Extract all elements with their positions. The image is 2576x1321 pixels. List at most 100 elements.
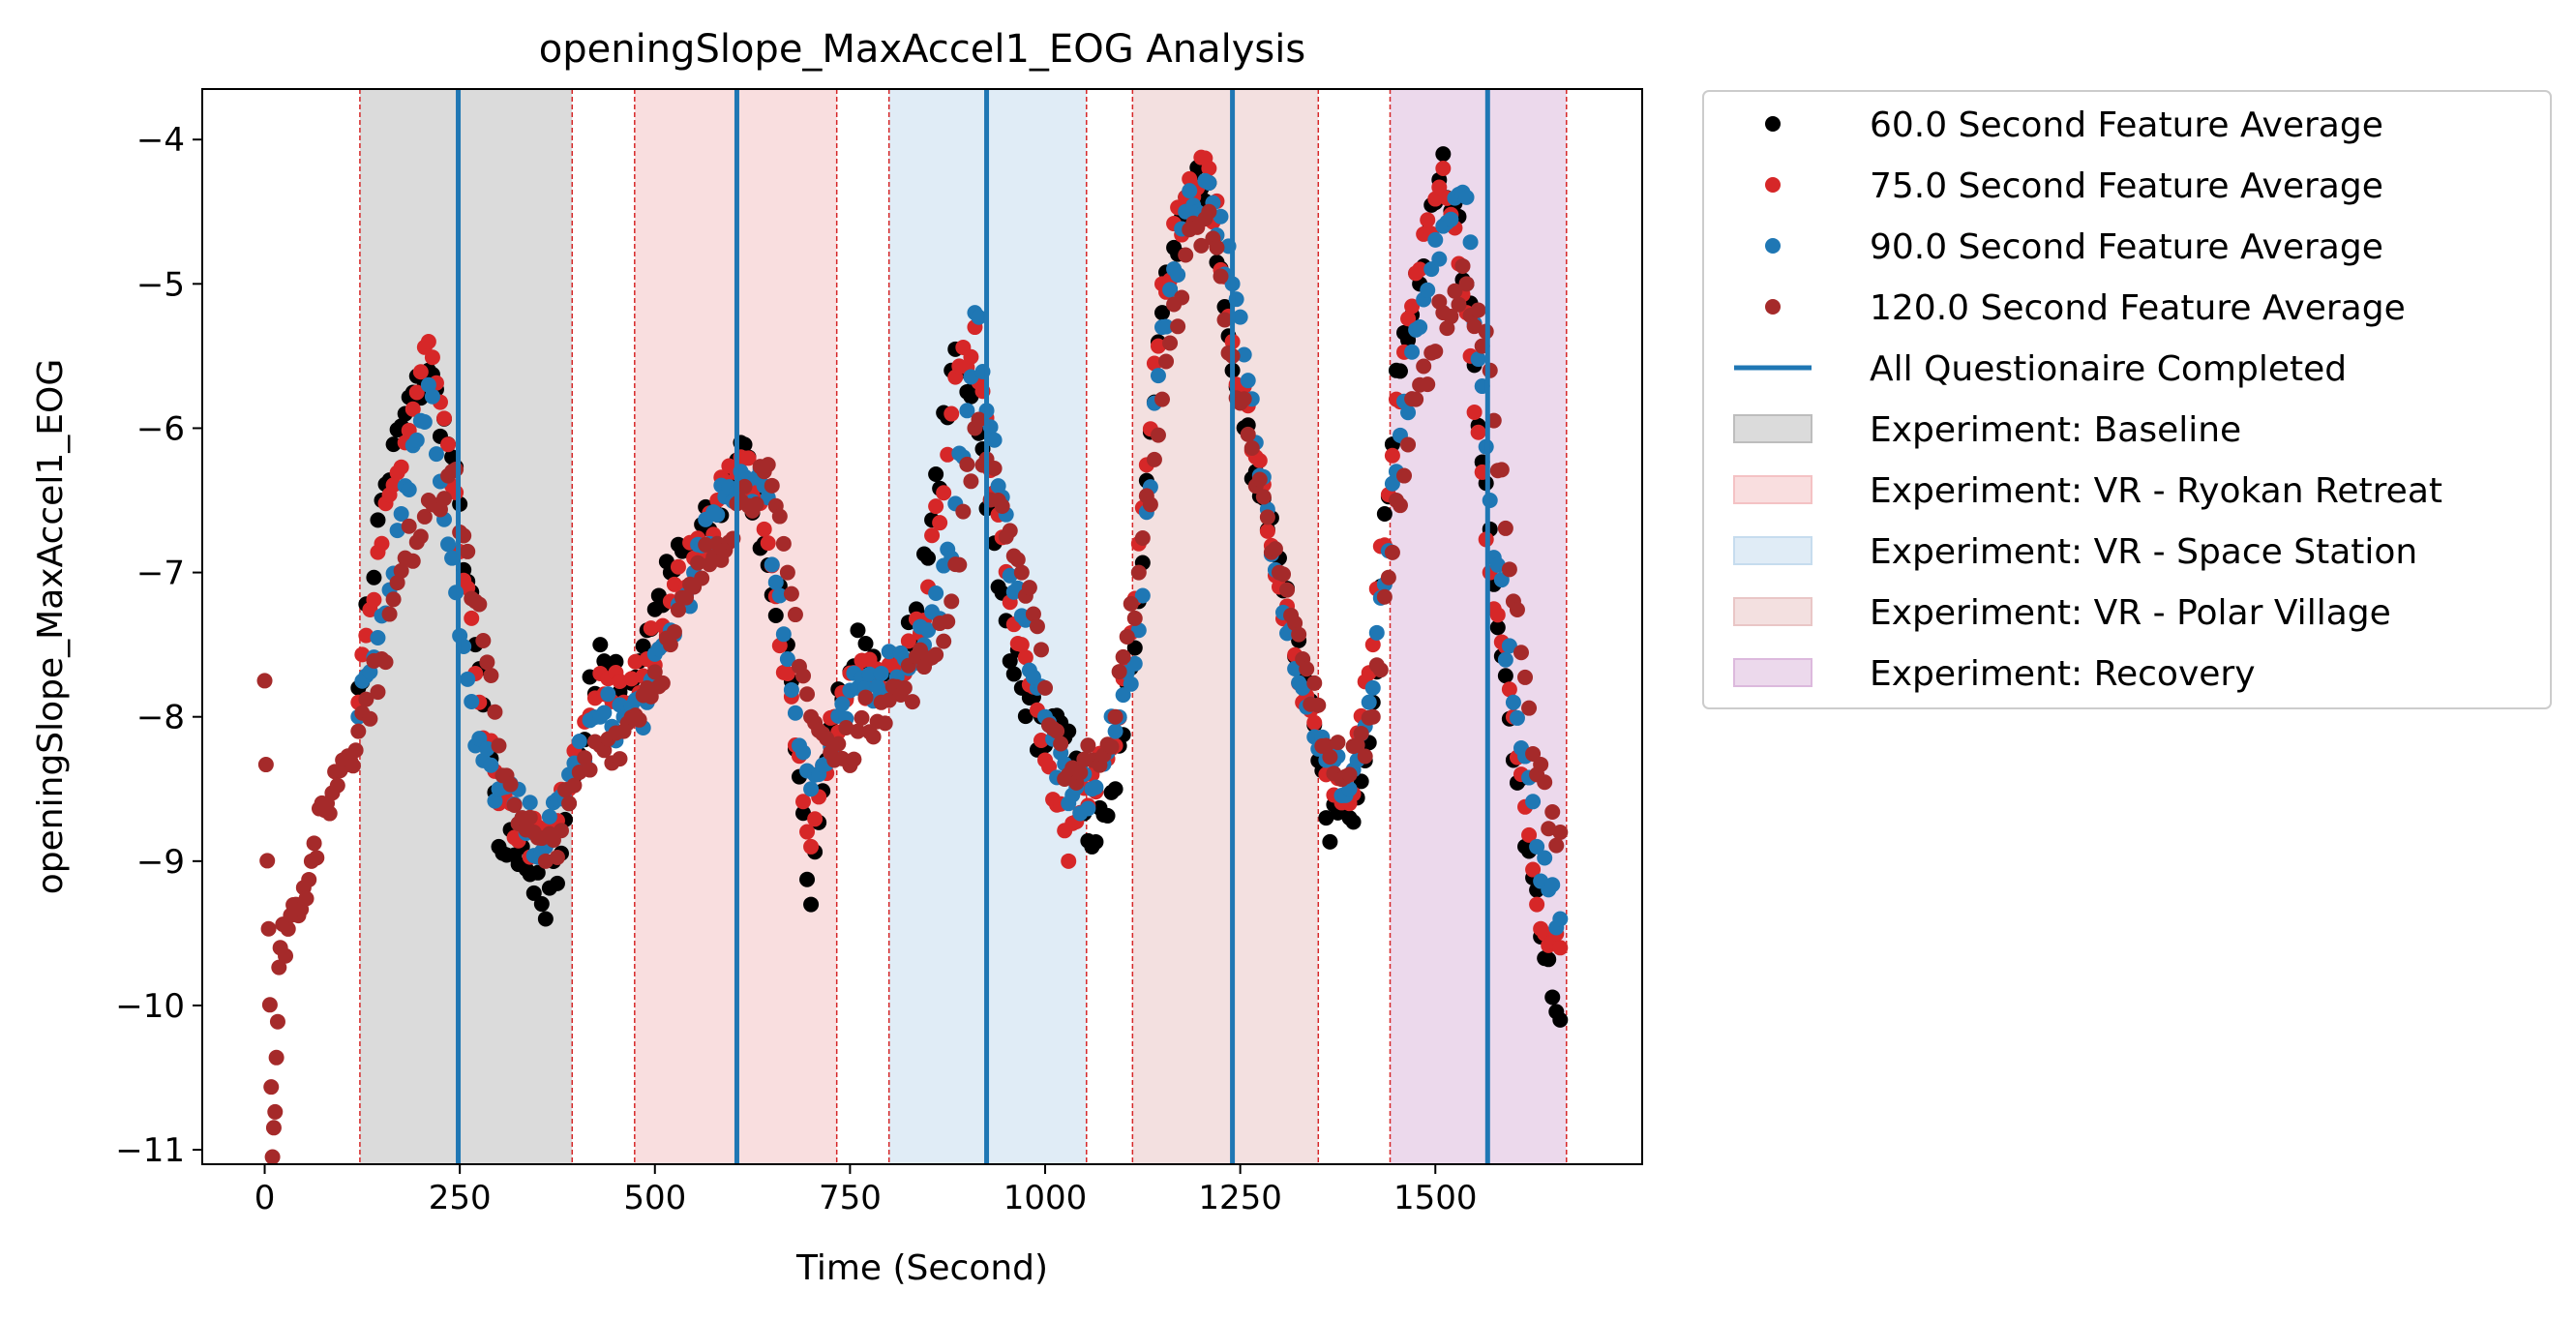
point-2-43-1 [1368,624,1385,641]
point-3-7-5 [370,684,386,701]
point-2-3-5 [440,536,457,553]
point-3-15 [537,853,554,869]
point-2-7-2 [522,795,538,811]
point-3-0-5 [263,1079,280,1096]
legend-marker-series-3 [1765,299,1781,315]
point-3-8-5 [393,562,409,579]
legend-marker-span-2 [1733,536,1812,565]
point-2-47-1 [1462,234,1479,251]
point-3-17-5 [612,751,628,767]
point-2-44-3 [1400,405,1417,421]
point-0-1-3 [385,436,402,453]
point-3-13-3 [502,776,519,793]
point-3-9-2 [404,553,421,569]
point-3-6-4 [344,758,361,774]
point-0-8 [537,911,554,927]
point-2-43 [1364,679,1381,696]
point-1-43 [1364,637,1381,653]
point-3-4-2 [309,850,325,866]
legend-label-8: Experiment: VR - Polar Village [1870,593,2391,633]
point-2-48-5 [1501,638,1517,654]
point-1-0-2 [358,627,374,644]
point-3-5-1 [321,805,338,822]
point-0-43-3 [1376,506,1393,523]
legend-label-1: 75.0 Second Feature Average [1870,166,2383,206]
legend: 60.0 Second Feature Average 75.0 Second F… [1702,90,2552,709]
point-1-19 [803,838,820,855]
legend-marker-span-4 [1733,658,1812,687]
point-1-17 [756,521,772,537]
point-2-2-1 [401,482,417,498]
point-3-25 [779,564,795,581]
point-3-11-4 [460,543,476,559]
legend-items: 60.0 Second Feature Average 75.0 Second F… [1733,105,2442,694]
point-1-36 [1201,161,1217,177]
point-3-21-1 [690,555,706,571]
point-3-54 [1458,276,1475,292]
point-1-46 [1435,161,1452,177]
point-2-51 [1552,911,1569,927]
point-1-28-1 [1017,649,1033,666]
point-1-25-5 [963,348,979,365]
point-3-21-3 [698,536,714,553]
point-1-1-5 [393,459,409,475]
x-tick-label-4: 1000 [1003,1179,1088,1217]
point-2-4-5 [464,693,480,709]
point-1-24-3 [932,515,948,531]
legend-label-9: Experiment: Recovery [1870,654,2256,694]
point-3-51-1 [1392,497,1408,514]
point-2-5-4 [483,757,499,773]
legend-label-7: Experiment: VR - Space Station [1870,532,2417,572]
point-3-41-4 [1170,318,1186,335]
point-1-24-1 [924,527,941,544]
point-0-0-5 [370,512,386,528]
point-3-9-1 [401,518,417,534]
point-0-24 [920,550,937,566]
point-2-19 [803,781,820,797]
point-2-43-5 [1384,475,1400,492]
point-3-1-1 [265,1120,282,1136]
point-3-51-2 [1396,467,1413,484]
point-3-23-1 [736,478,753,495]
point-3-43-2 [1209,239,1225,255]
point-3-39-4 [1123,595,1139,612]
point-0-32-5 [1126,640,1143,656]
point-1-45-5 [1431,179,1448,195]
point-2-50 [1529,838,1545,855]
point-3-33-1 [971,411,987,428]
y-tick-label-5: −6 [136,409,185,448]
point-0-32 [1107,781,1123,797]
point-0-7-5 [533,896,550,913]
point-2-3-1 [424,388,440,405]
point-3-55-5 [1501,561,1517,578]
point-2-36-3 [1213,208,1229,225]
point-3-39-3 [1119,628,1135,645]
point-0-31-4 [1099,807,1116,824]
point-3-56-4 [1521,700,1538,716]
point-3-47-4 [1310,697,1327,713]
point-0-21-2 [857,636,874,652]
point-0-10 [592,637,609,653]
point-3-24-5 [775,535,792,552]
point-1-1-3 [385,477,402,494]
point-3-24-4 [771,508,788,525]
point-2-31-1 [1088,779,1104,796]
point-1-44-3 [1400,311,1417,327]
point-2-46-2 [1443,211,1459,227]
point-3-57-1 [1533,756,1549,772]
point-1-19-1 [807,811,824,827]
point-3-48-3 [1330,735,1346,751]
point-2-33 [1130,622,1147,639]
point-3-55-4 [1497,520,1513,536]
y-tick-label-4: −7 [136,555,185,593]
point-3-56-3 [1517,669,1534,685]
point-3-25-1 [783,585,799,602]
point-3-40 [1130,564,1147,581]
point-3-46-1 [1275,566,1292,583]
point-3-12-1 [471,596,488,613]
point-2-17-2 [764,556,780,573]
point-3-50 [1364,708,1381,725]
point-3-20-1 [666,623,682,640]
point-3-35 [1013,564,1030,581]
point-3-19-2 [646,664,663,680]
